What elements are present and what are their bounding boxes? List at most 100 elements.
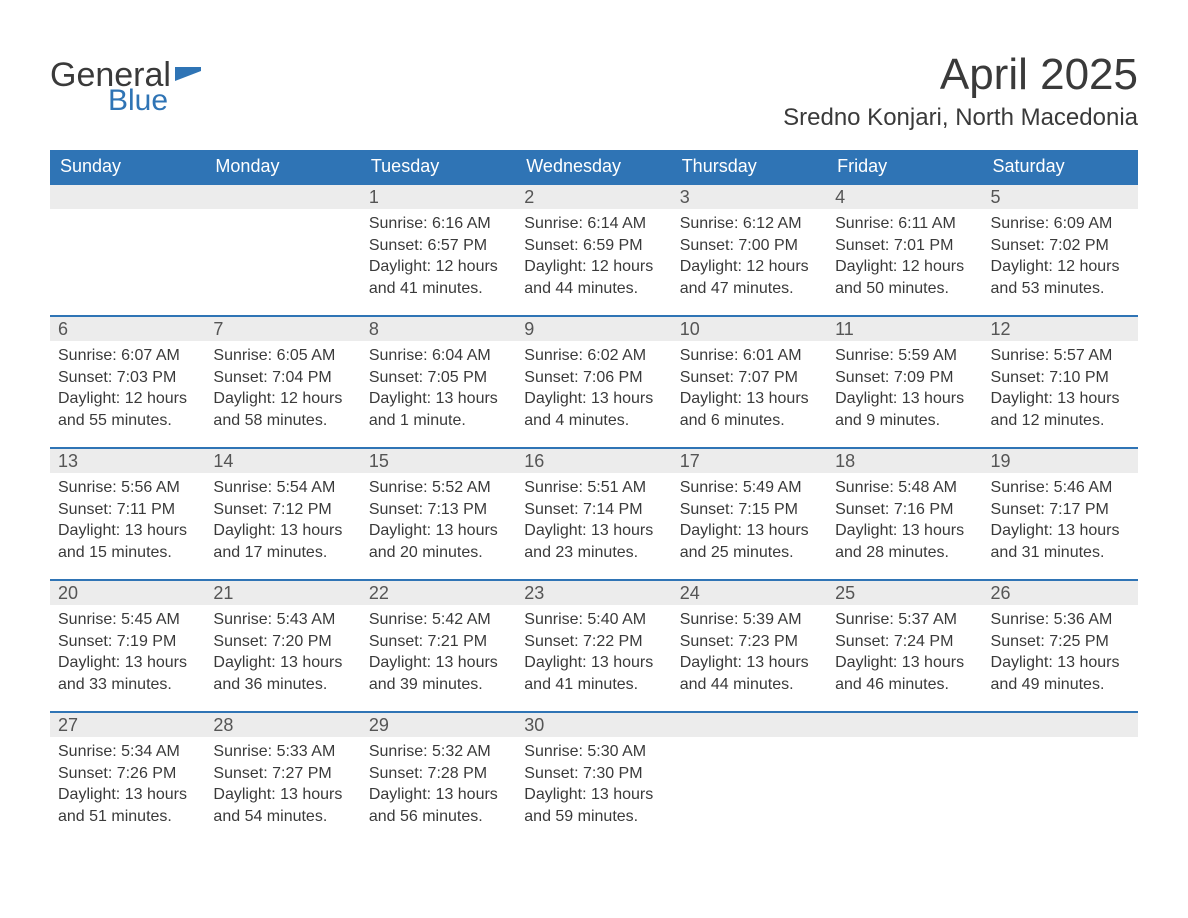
calendar-day-cell: 15Sunrise: 5:52 AMSunset: 7:13 PMDayligh… [361, 447, 516, 579]
sunset-text: Sunset: 7:17 PM [991, 499, 1130, 521]
day-number: 16 [516, 447, 671, 473]
calendar-day-cell: 8Sunrise: 6:04 AMSunset: 7:05 PMDaylight… [361, 315, 516, 447]
daylight-text: Daylight: 13 hours and 4 minutes. [524, 388, 663, 431]
day-number: 19 [983, 447, 1138, 473]
sunrise-text: Sunrise: 5:51 AM [524, 477, 663, 499]
sunset-text: Sunset: 7:30 PM [524, 763, 663, 785]
day-details [205, 209, 360, 221]
sunrise-text: Sunrise: 5:32 AM [369, 741, 508, 763]
location-text: Sredno Konjari, North Macedonia [783, 104, 1138, 132]
day-details: Sunrise: 6:05 AMSunset: 7:04 PMDaylight:… [205, 341, 360, 439]
calendar-day-cell: 13Sunrise: 5:56 AMSunset: 7:11 PMDayligh… [50, 447, 205, 579]
calendar-day-cell: 19Sunrise: 5:46 AMSunset: 7:17 PMDayligh… [983, 447, 1138, 579]
calendar-day-cell: 9Sunrise: 6:02 AMSunset: 7:06 PMDaylight… [516, 315, 671, 447]
sunrise-text: Sunrise: 5:30 AM [524, 741, 663, 763]
day-number: 14 [205, 447, 360, 473]
day-details: Sunrise: 5:46 AMSunset: 7:17 PMDaylight:… [983, 473, 1138, 571]
sunrise-text: Sunrise: 5:45 AM [58, 609, 197, 631]
sunset-text: Sunset: 7:16 PM [835, 499, 974, 521]
daylight-text: Daylight: 13 hours and 28 minutes. [835, 520, 974, 563]
weekday-header: Tuesday [361, 150, 516, 183]
day-details: Sunrise: 5:51 AMSunset: 7:14 PMDaylight:… [516, 473, 671, 571]
sunrise-text: Sunrise: 5:48 AM [835, 477, 974, 499]
day-number: 3 [672, 183, 827, 209]
calendar-table: Sunday Monday Tuesday Wednesday Thursday… [50, 150, 1138, 843]
day-number: 8 [361, 315, 516, 341]
sunset-text: Sunset: 7:00 PM [680, 235, 819, 257]
sunrise-text: Sunrise: 6:07 AM [58, 345, 197, 367]
calendar-day-cell: 21Sunrise: 5:43 AMSunset: 7:20 PMDayligh… [205, 579, 360, 711]
daylight-text: Daylight: 13 hours and 20 minutes. [369, 520, 508, 563]
sunset-text: Sunset: 7:13 PM [369, 499, 508, 521]
sunset-text: Sunset: 7:19 PM [58, 631, 197, 653]
day-number [50, 183, 205, 209]
sunrise-text: Sunrise: 6:11 AM [835, 213, 974, 235]
daylight-text: Daylight: 12 hours and 55 minutes. [58, 388, 197, 431]
daylight-text: Daylight: 13 hours and 36 minutes. [213, 652, 352, 695]
sunset-text: Sunset: 7:24 PM [835, 631, 974, 653]
sunrise-text: Sunrise: 5:46 AM [991, 477, 1130, 499]
sunset-text: Sunset: 7:04 PM [213, 367, 352, 389]
day-details: Sunrise: 5:52 AMSunset: 7:13 PMDaylight:… [361, 473, 516, 571]
calendar-day-cell: 7Sunrise: 6:05 AMSunset: 7:04 PMDaylight… [205, 315, 360, 447]
day-details: Sunrise: 6:12 AMSunset: 7:00 PMDaylight:… [672, 209, 827, 307]
title-block: April 2025 Sredno Konjari, North Macedon… [783, 50, 1138, 132]
day-details [50, 209, 205, 221]
weekday-header-row: Sunday Monday Tuesday Wednesday Thursday… [50, 150, 1138, 183]
sunset-text: Sunset: 6:59 PM [524, 235, 663, 257]
daylight-text: Daylight: 13 hours and 9 minutes. [835, 388, 974, 431]
daylight-text: Daylight: 13 hours and 23 minutes. [524, 520, 663, 563]
sunset-text: Sunset: 7:06 PM [524, 367, 663, 389]
day-details: Sunrise: 5:59 AMSunset: 7:09 PMDaylight:… [827, 341, 982, 439]
day-details: Sunrise: 5:48 AMSunset: 7:16 PMDaylight:… [827, 473, 982, 571]
sunrise-text: Sunrise: 5:36 AM [991, 609, 1130, 631]
calendar-week-row: 13Sunrise: 5:56 AMSunset: 7:11 PMDayligh… [50, 447, 1138, 579]
day-number: 22 [361, 579, 516, 605]
daylight-text: Daylight: 12 hours and 47 minutes. [680, 256, 819, 299]
day-number: 11 [827, 315, 982, 341]
sunset-text: Sunset: 7:11 PM [58, 499, 197, 521]
calendar-day-cell: 5Sunrise: 6:09 AMSunset: 7:02 PMDaylight… [983, 183, 1138, 315]
calendar-week-row: 6Sunrise: 6:07 AMSunset: 7:03 PMDaylight… [50, 315, 1138, 447]
daylight-text: Daylight: 13 hours and 6 minutes. [680, 388, 819, 431]
daylight-text: Daylight: 13 hours and 15 minutes. [58, 520, 197, 563]
daylight-text: Daylight: 13 hours and 1 minute. [369, 388, 508, 431]
day-number: 25 [827, 579, 982, 605]
calendar-day-cell: 27Sunrise: 5:34 AMSunset: 7:26 PMDayligh… [50, 711, 205, 843]
calendar-day-cell: 11Sunrise: 5:59 AMSunset: 7:09 PMDayligh… [827, 315, 982, 447]
daylight-text: Daylight: 13 hours and 44 minutes. [680, 652, 819, 695]
calendar-day-cell [827, 711, 982, 843]
daylight-text: Daylight: 13 hours and 12 minutes. [991, 388, 1130, 431]
sunrise-text: Sunrise: 6:16 AM [369, 213, 508, 235]
weekday-header: Sunday [50, 150, 205, 183]
calendar-day-cell: 30Sunrise: 5:30 AMSunset: 7:30 PMDayligh… [516, 711, 671, 843]
day-number [205, 183, 360, 209]
calendar-day-cell: 1Sunrise: 6:16 AMSunset: 6:57 PMDaylight… [361, 183, 516, 315]
day-number: 6 [50, 315, 205, 341]
day-details: Sunrise: 6:16 AMSunset: 6:57 PMDaylight:… [361, 209, 516, 307]
sunrise-text: Sunrise: 5:49 AM [680, 477, 819, 499]
daylight-text: Daylight: 12 hours and 50 minutes. [835, 256, 974, 299]
day-number: 13 [50, 447, 205, 473]
calendar-day-cell: 20Sunrise: 5:45 AMSunset: 7:19 PMDayligh… [50, 579, 205, 711]
calendar-day-cell: 12Sunrise: 5:57 AMSunset: 7:10 PMDayligh… [983, 315, 1138, 447]
sunrise-text: Sunrise: 5:39 AM [680, 609, 819, 631]
day-details: Sunrise: 5:49 AMSunset: 7:15 PMDaylight:… [672, 473, 827, 571]
calendar-day-cell: 26Sunrise: 5:36 AMSunset: 7:25 PMDayligh… [983, 579, 1138, 711]
day-number: 21 [205, 579, 360, 605]
daylight-text: Daylight: 13 hours and 46 minutes. [835, 652, 974, 695]
day-number: 17 [672, 447, 827, 473]
sunrise-text: Sunrise: 5:37 AM [835, 609, 974, 631]
day-number: 15 [361, 447, 516, 473]
day-number: 9 [516, 315, 671, 341]
sunset-text: Sunset: 7:22 PM [524, 631, 663, 653]
sunrise-text: Sunrise: 6:01 AM [680, 345, 819, 367]
calendar-day-cell: 17Sunrise: 5:49 AMSunset: 7:15 PMDayligh… [672, 447, 827, 579]
sunset-text: Sunset: 7:20 PM [213, 631, 352, 653]
daylight-text: Daylight: 13 hours and 33 minutes. [58, 652, 197, 695]
daylight-text: Daylight: 13 hours and 59 minutes. [524, 784, 663, 827]
day-details [983, 737, 1138, 749]
daylight-text: Daylight: 13 hours and 54 minutes. [213, 784, 352, 827]
day-details: Sunrise: 5:56 AMSunset: 7:11 PMDaylight:… [50, 473, 205, 571]
day-details: Sunrise: 6:02 AMSunset: 7:06 PMDaylight:… [516, 341, 671, 439]
